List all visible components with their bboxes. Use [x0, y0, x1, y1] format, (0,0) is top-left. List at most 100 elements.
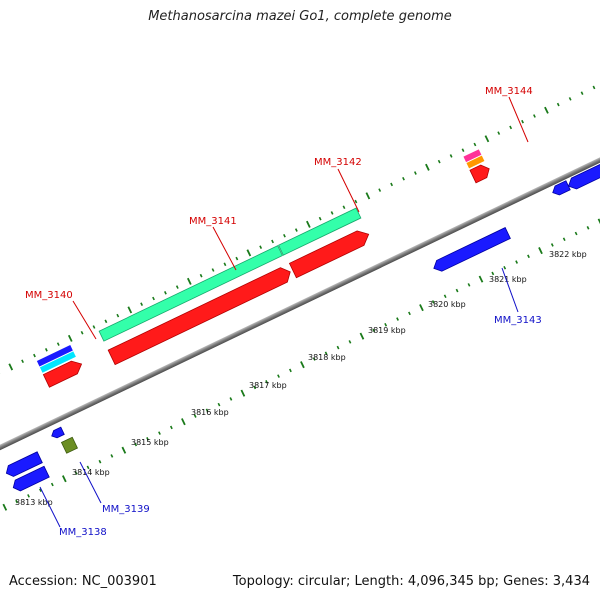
minor-tick	[92, 325, 96, 329]
gene-mm3142-arrow	[288, 230, 370, 279]
major-tick	[67, 334, 73, 342]
minor-tick	[98, 459, 102, 464]
minor-tick	[15, 499, 19, 504]
minor-tick	[348, 340, 352, 344]
major-tick	[419, 304, 424, 312]
gene-label-mm3139: MM_3139	[102, 504, 150, 515]
minor-tick	[217, 402, 221, 407]
gene-right-edge-a	[552, 180, 571, 196]
minor-tick	[44, 348, 48, 352]
genome-summary-text: Topology: circular; Length: 4,096,345 bp…	[232, 574, 590, 589]
kbp-label: 3820 kbp	[428, 300, 466, 309]
minor-tick	[164, 291, 167, 295]
gene-label-mm3143: MM_3143	[494, 315, 542, 326]
minor-tick	[289, 368, 292, 373]
minor-tick	[473, 142, 477, 147]
gene-mm3139-arrow	[51, 426, 65, 439]
minor-tick	[509, 125, 513, 130]
major-tick	[186, 277, 192, 285]
cds-mm3140-cyan	[39, 351, 76, 373]
minor-tick	[568, 97, 572, 101]
minor-tick	[294, 228, 298, 232]
major-tick	[425, 163, 430, 171]
major-tick	[8, 363, 14, 371]
kbp-label: 3819 kbp	[368, 326, 406, 335]
kbp-label: 3822 kbp	[549, 250, 587, 259]
minor-tick	[574, 231, 578, 236]
gene-label-mm3138: MM_3138	[59, 527, 107, 538]
minor-tick	[259, 245, 263, 249]
cds-mm3144-orange	[466, 155, 485, 169]
minor-tick	[330, 211, 334, 215]
kbp-label: 3816 kbp	[191, 408, 229, 417]
minor-tick	[193, 414, 197, 418]
gene-mm3138-arrow-b	[12, 465, 50, 492]
minor-tick	[402, 176, 405, 181]
minor-tick	[74, 471, 78, 475]
major-tick	[306, 220, 311, 228]
minor-tick	[372, 328, 376, 333]
minor-tick	[437, 159, 441, 164]
forward-features	[36, 149, 490, 388]
reverse-gene-labels: MM_3138 MM_3139 MM_3143	[39, 267, 542, 538]
kbp-label: 3821 kbp	[489, 275, 527, 284]
minor-tick	[140, 302, 144, 306]
minor-tick	[169, 425, 173, 430]
cds-mm3139-olive	[60, 436, 78, 454]
major-tick	[478, 275, 484, 283]
minor-tick	[449, 154, 453, 158]
minor-tick	[134, 442, 138, 447]
minor-tick	[324, 351, 328, 356]
minor-tick	[27, 494, 30, 498]
major-tick	[484, 135, 490, 143]
major-tick	[597, 218, 600, 226]
minor-tick	[312, 357, 316, 361]
minor-tick	[342, 205, 346, 210]
minor-tick	[390, 182, 394, 187]
minor-tick	[39, 488, 42, 492]
minor-tick	[580, 91, 584, 95]
minor-tick	[413, 171, 417, 175]
major-tick	[300, 361, 305, 369]
gene-label-mm3141: MM_3141	[189, 216, 237, 227]
gene-mm3141-arrow	[107, 267, 291, 366]
cds-mm3144-magenta	[463, 149, 482, 163]
kbp-label: 3817 kbp	[249, 381, 287, 390]
reverse-features	[5, 158, 600, 492]
kbp-label: 3818 kbp	[308, 353, 346, 362]
major-tick	[544, 106, 549, 114]
leader-mm3140	[72, 300, 97, 340]
minor-tick	[211, 268, 215, 272]
minor-tick	[152, 296, 155, 301]
minor-tick	[431, 300, 435, 304]
accession-text: Accession: NC_003901	[9, 574, 157, 589]
minor-tick	[50, 482, 54, 487]
minor-tick	[550, 243, 554, 247]
minor-tick	[33, 353, 36, 358]
minor-tick	[461, 148, 465, 153]
inner-ticks	[2, 218, 600, 511]
kbp-scale-labels: 3813 kbp 3814 kbp 3815 kbp 3816 kbp 3817…	[15, 250, 587, 507]
minor-tick	[556, 102, 560, 107]
minor-tick	[318, 216, 322, 221]
minor-tick	[265, 380, 269, 384]
minor-tick	[396, 317, 399, 321]
minor-tick	[271, 239, 274, 244]
gene-mm3144-arrow	[469, 164, 490, 184]
minor-tick	[378, 188, 382, 192]
minor-tick	[497, 131, 501, 135]
minor-tick	[80, 330, 84, 335]
major-tick	[121, 446, 127, 454]
minor-tick	[384, 322, 388, 327]
minor-tick	[408, 311, 411, 316]
gene-label-mm3140: MM_3140	[25, 290, 73, 301]
gene-label-mm3144: MM_3144	[485, 86, 533, 97]
minor-tick	[56, 342, 60, 346]
minor-tick	[21, 359, 24, 364]
minor-tick	[467, 283, 471, 287]
minor-tick	[158, 431, 161, 435]
cds-mm3142	[278, 207, 362, 256]
major-tick	[359, 332, 365, 340]
gene-mm3140-arrow	[42, 360, 83, 388]
